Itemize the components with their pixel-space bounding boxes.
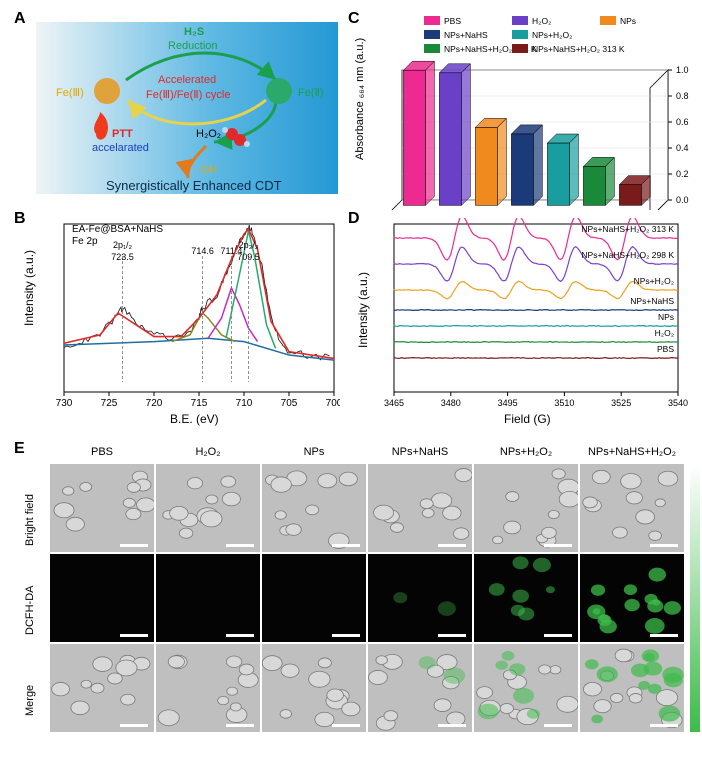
d-svg: 3465 3480 3495 3510 3525 3540 NPs+NaHS+H₂O₂ 31…: [354, 218, 690, 428]
a-reduction: Reduction: [168, 40, 218, 52]
a-cycle: Fe(Ⅲ)/Fe(Ⅱ) cycle: [146, 88, 231, 101]
svg-text:NPs+H₂O₂: NPs+H₂O₂: [634, 276, 674, 286]
a-ptt: PTT: [112, 128, 133, 140]
e-cell: [156, 554, 260, 642]
e-cell: [368, 644, 472, 732]
e-cell: [474, 644, 578, 732]
panel-label-a: A: [14, 10, 26, 28]
svg-text:PBS: PBS: [657, 344, 674, 354]
svg-text:720: 720: [146, 398, 163, 409]
svg-text:700: 700: [326, 398, 340, 409]
svg-text:2p₃/₂: 2p₃/₂: [239, 240, 259, 250]
svg-text:3465: 3465: [384, 398, 404, 408]
svg-text:NPs+NaHS: NPs+NaHS: [630, 296, 674, 306]
svg-text:1.0: 1.0: [676, 65, 689, 75]
e-col-header: NPs+NaHS+H₂O₂: [580, 446, 684, 458]
a-fe3-circle: [94, 78, 120, 104]
e-cell: [50, 464, 154, 552]
svg-text:NPs+NaHS+H₂O₂ 298 K: NPs+NaHS+H₂O₂ 298 K: [581, 250, 674, 260]
svg-text:730: 730: [56, 398, 73, 409]
e-cell: [368, 554, 472, 642]
e-cell: [50, 644, 154, 732]
svg-text:NPs+NaHS+H₂O₂ 313 K: NPs+NaHS+H₂O₂ 313 K: [532, 44, 625, 54]
svg-text:715: 715: [191, 398, 208, 409]
svg-text:H₂O₂: H₂O₂: [532, 16, 551, 26]
svg-text:H₂O₂: H₂O₂: [655, 328, 674, 338]
svg-text:714.6: 714.6: [191, 246, 214, 256]
a-h2s: H₂S: [184, 26, 204, 38]
svg-text:3510: 3510: [554, 398, 574, 408]
a-oh: · OH: [194, 164, 217, 176]
e-col-header: PBS: [50, 446, 154, 458]
e-cell: [580, 644, 684, 732]
svg-text:709.5: 709.5: [237, 252, 260, 262]
svg-text:0.8: 0.8: [676, 91, 689, 101]
svg-text:723.5: 723.5: [111, 252, 134, 262]
e-cell: [474, 554, 578, 642]
e-cell: [580, 554, 684, 642]
e-cell: [474, 464, 578, 552]
svg-text:NPs+H₂O₂: NPs+H₂O₂: [532, 30, 572, 40]
a-fe3-label: Fe(Ⅲ): [56, 86, 84, 99]
e-row-label: Bright field: [24, 476, 36, 564]
svg-text:3540: 3540: [668, 398, 688, 408]
e-col-header: NPs: [262, 446, 366, 458]
panel-a-schematic: H₂S Reduction Fe(Ⅲ) Fe(Ⅱ) Accelerated Fe…: [36, 22, 338, 194]
e-cell: [262, 464, 366, 552]
a-fe2-label: Fe(Ⅱ): [298, 86, 324, 99]
svg-text:0.2: 0.2: [676, 169, 689, 179]
e-cell: [580, 464, 684, 552]
svg-text:0.6: 0.6: [676, 117, 689, 127]
e-cell: [50, 554, 154, 642]
svg-text:705: 705: [281, 398, 298, 409]
e-col-header: NPs+NaHS: [368, 446, 472, 458]
a-fe2-circle: [266, 78, 292, 104]
svg-text:710: 710: [236, 398, 253, 409]
e-row-label: Merge: [24, 656, 36, 744]
a-accel: Accelerated: [158, 74, 216, 86]
svg-text:3525: 3525: [611, 398, 631, 408]
svg-text:NPs: NPs: [620, 16, 636, 26]
svg-text:NPs: NPs: [658, 312, 674, 322]
svg-text:3495: 3495: [498, 398, 518, 408]
a-ptt-accel: accelarated: [92, 142, 149, 154]
svg-text:2p₁/₂: 2p₁/₂: [113, 240, 133, 250]
svg-text:0.0: 0.0: [676, 195, 689, 205]
e-cell: [262, 644, 366, 732]
e-cell: [156, 464, 260, 552]
e-row-label: DCFH-DA: [24, 566, 36, 654]
panel-e-microscopy: PBSH₂O₂NPsNPs+NaHSNPs+H₂O₂NPs+NaHS+H₂O₂ B…: [20, 446, 692, 752]
e-cell: [156, 644, 260, 732]
svg-text:NPs+NaHS+H₂O₂ 313 K: NPs+NaHS+H₂O₂ 313 K: [581, 224, 674, 234]
panel-c-bars: Absorbance ₆₆₄ nm (a.u.) 0.00.20.40.60.8…: [354, 10, 690, 210]
e-gradient-bar: [690, 464, 700, 732]
e-cell: [262, 554, 366, 642]
svg-text:3480: 3480: [441, 398, 461, 408]
svg-text:725: 725: [101, 398, 118, 409]
e-col-header: H₂O₂: [156, 446, 260, 458]
panel-b-xps: Intensity (a.u.) B.E. (eV) EA-Fe@BSA+NaH…: [20, 218, 340, 428]
e-col-header: NPs+H₂O₂: [474, 446, 578, 458]
c-svg: 0.0 0.2 0.4 0.6 0.8 1.0 PBS H₂O₂ NPs NPs+NaHS NPs+…: [354, 10, 690, 210]
svg-text:0.4: 0.4: [676, 143, 689, 153]
b-svg: 7307257207157107057002p₁/₂723.5714.6711.…: [20, 218, 340, 428]
panel-d-epr: Intensity (a.u.) Field (G) 3465348034953…: [354, 218, 690, 428]
a-h2o2: H₂O₂: [196, 128, 221, 140]
e-cell: [368, 464, 472, 552]
svg-text:PBS: PBS: [444, 16, 461, 26]
a-bottom: Synergistically Enhanced CDT: [106, 178, 282, 193]
svg-text:NPs+NaHS: NPs+NaHS: [444, 30, 488, 40]
